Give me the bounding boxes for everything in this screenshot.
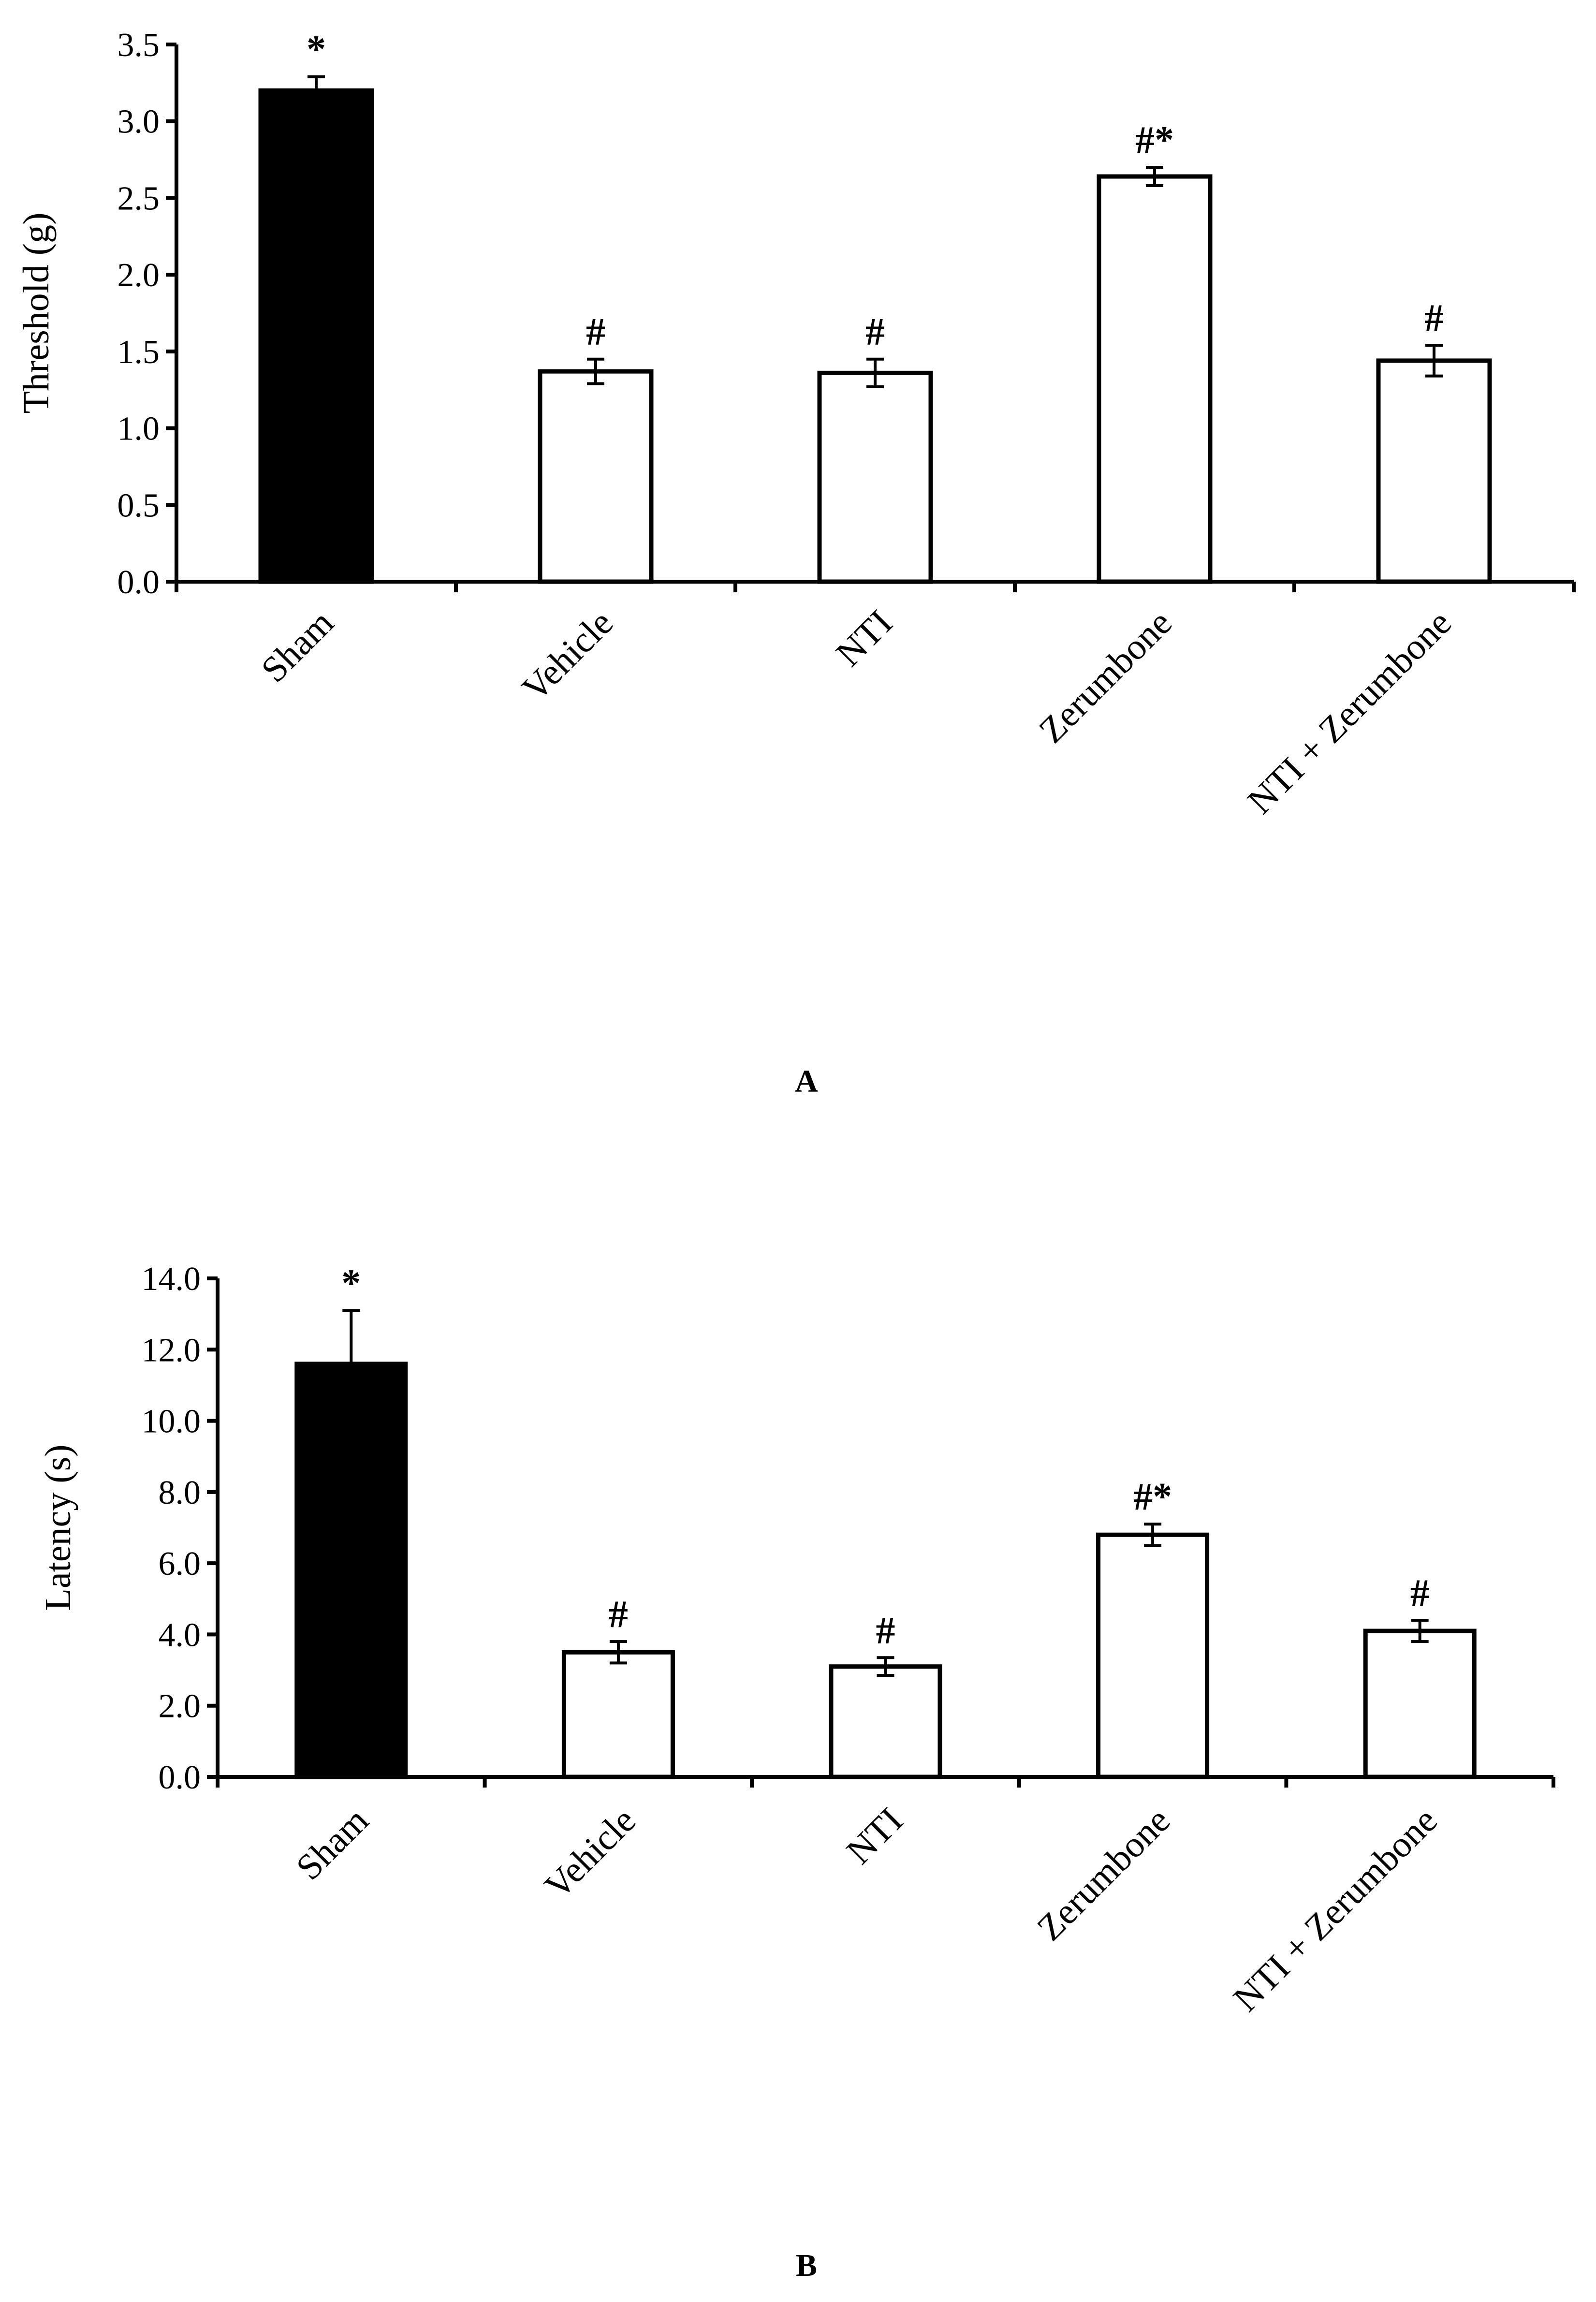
y-axis-title: Latency (s) [38,1445,78,1611]
y-tick-label: 12.0 [142,1332,201,1369]
x-category-label: NTI + Zerumbone [1226,1800,1445,2020]
panel-label: B [796,2248,817,2283]
bar [538,369,654,584]
panel-label: A [795,1064,818,1099]
bar [1363,1628,1477,1779]
significance-label: # [865,311,885,353]
x-category-label: Vehicle [514,602,621,709]
significance-label: # [1410,1572,1430,1614]
y-tick-label: 6.0 [159,1545,201,1583]
x-category-label: Sham [289,1800,377,1888]
bar [294,1362,408,1779]
panel-a-chart: 0.0 0.5 1.0 1.5 2.0 2.5 3.0 3.5 Threshold (g) * Sh… [16,27,1576,1099]
y-tick-label: 0.0 [159,1759,201,1796]
significance-label: #* [1133,1476,1172,1518]
y-tick-label: 0.5 [117,487,160,524]
x-category-label: Sham [253,602,341,690]
x-category-label: Zerumbone [1031,602,1180,751]
y-tick-label: 2.0 [159,1688,201,1725]
significance-label: * [341,1262,361,1305]
y-tick-label: 2.0 [117,257,160,294]
significance-label: # [586,311,605,353]
significance-label: #* [1135,119,1174,161]
y-tick-label: 1.5 [117,334,160,371]
bar [561,1650,675,1779]
bar [829,1664,942,1779]
bar [1096,1532,1210,1779]
x-category-label: Zerumbone [1029,1800,1178,1949]
y-axis-title: Threshold (g) [16,213,57,414]
y-tick-label: 1.0 [117,411,160,448]
bar [1097,174,1213,584]
x-category-label: NTI [839,1800,911,1872]
x-category-label: NTI + Zerumbone [1240,602,1459,822]
y-tick-label: 14.0 [142,1261,201,1298]
y-tick-label: 2.5 [117,180,160,217]
significance-label: # [876,1609,895,1652]
significance-label: * [307,29,326,71]
panel-b-chart: 0.0 2.0 4.0 6.0 8.0 10.0 12.0 14.0 Latency (s) * S… [38,1261,1555,2283]
x-category-label: NTI [828,602,900,674]
bar [817,370,933,584]
significance-label: # [1424,297,1444,339]
y-tick-label: 3.5 [117,27,160,64]
bar [258,88,374,584]
y-tick-label: 10.0 [142,1403,201,1440]
y-tick-label: 4.0 [159,1616,201,1654]
y-tick-label: 0.0 [117,564,160,601]
y-tick-label: 3.0 [117,103,160,141]
significance-label: # [609,1593,628,1636]
bar [1376,358,1492,584]
y-tick-label: 8.0 [159,1474,201,1511]
x-category-label: Vehicle [537,1800,644,1907]
